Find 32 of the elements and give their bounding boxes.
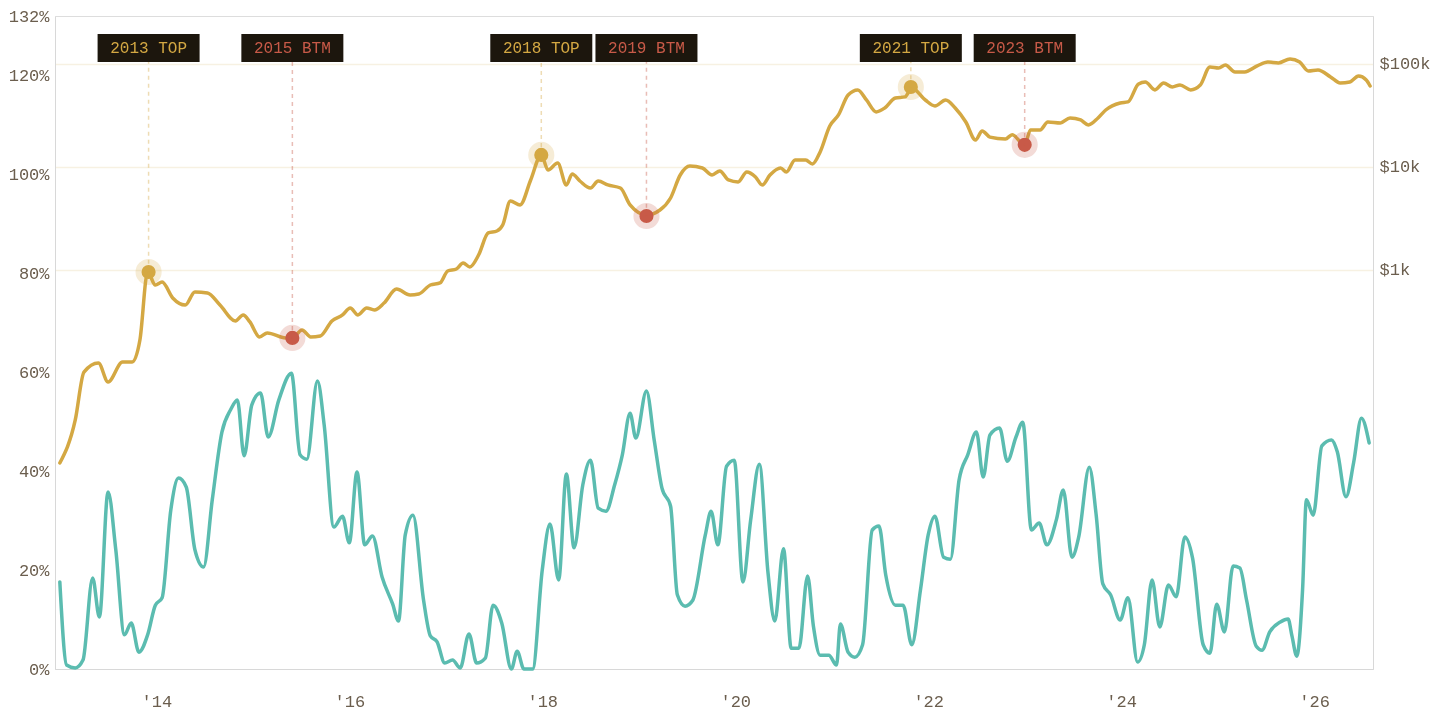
y2-tick-label: $1k [1379,261,1411,281]
x-tick-label: '18 [527,692,559,712]
annotation: 2021 TOP [872,40,950,58]
y-tick-label: 0% [29,660,51,680]
y-tick-label: 120% [8,66,51,86]
annotation: 2019 BTM [608,40,685,58]
x-tick-label: '22 [913,692,944,712]
line-series [58,57,1372,465]
y-tick-label: 40% [18,462,51,482]
x-tick-label: '16 [334,692,366,712]
y2-tick-label: $100k [1379,55,1431,75]
point [633,202,660,230]
y-tick-label: 20% [18,561,51,581]
y2-tick-label: $10k [1379,158,1421,178]
point [135,258,162,286]
annotation: 2023 BTM [986,40,1064,58]
point [1011,131,1038,158]
point [528,141,555,168]
x-tick-label: '24 [1106,692,1137,712]
y-tick-label: 80% [18,264,51,284]
line-series [58,371,1371,671]
x-tick-label: '14 [141,692,173,712]
y-tick-label: 60% [18,363,51,383]
point [897,73,924,101]
annotation: 2018 TOP [502,40,580,58]
annotation: 2013 TOP [110,40,187,58]
x-tick-label: '20 [720,692,752,712]
x-tick-label: '26 [1299,692,1330,712]
annotation: 2015 BTM [253,40,331,58]
y-tick-label: 132% [8,7,51,27]
y-tick-label: 100% [8,165,51,185]
point [279,324,306,351]
